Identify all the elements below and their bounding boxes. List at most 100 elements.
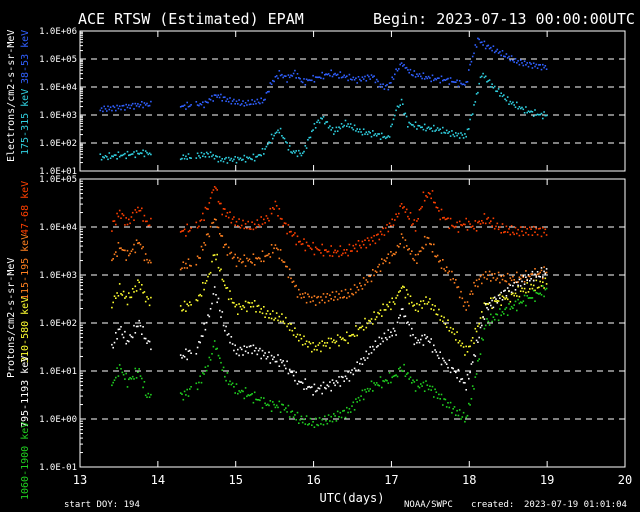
proton-data-point xyxy=(481,282,483,285)
proton-data-point xyxy=(294,379,296,382)
proton-data-point xyxy=(324,301,326,304)
proton-data-point xyxy=(488,302,491,304)
proton-data-point xyxy=(408,248,410,250)
proton-data-point xyxy=(370,380,373,383)
proton-data-point xyxy=(381,315,383,317)
proton-data-point xyxy=(113,295,116,297)
electron-data-point xyxy=(386,136,388,139)
electron-data-point xyxy=(100,107,103,109)
proton-data-point xyxy=(384,379,387,381)
proton-data-point xyxy=(311,248,313,251)
proton-data-point xyxy=(288,368,291,371)
proton-data-point xyxy=(517,285,519,288)
electron-data-point xyxy=(215,155,217,157)
legend-p5: 1060-1900 keV xyxy=(20,422,31,500)
proton-data-point xyxy=(275,360,278,363)
electron-data-point xyxy=(275,75,278,77)
proton-data-point xyxy=(209,197,212,199)
electron-data-point xyxy=(426,77,429,80)
electron-data-point xyxy=(199,156,201,159)
proton-data-point xyxy=(199,375,201,377)
electron-data-point xyxy=(361,76,364,78)
electron-data-point xyxy=(447,132,449,134)
electron-data-point xyxy=(455,81,457,83)
proton-data-point xyxy=(329,420,331,422)
electron-data-point xyxy=(309,79,312,82)
proton-data-point xyxy=(361,240,364,243)
proton-data-point xyxy=(461,297,464,300)
proton-data-point xyxy=(182,354,185,357)
electron-data-point xyxy=(386,84,388,86)
electron-data-point xyxy=(252,103,255,105)
electron-data-point xyxy=(482,44,484,46)
proton-data-point xyxy=(250,394,252,396)
proton-data-point xyxy=(141,207,143,210)
proton-data-point xyxy=(260,396,262,399)
proton-data-point xyxy=(384,227,387,229)
electron-data-point xyxy=(138,105,140,108)
proton-data-point xyxy=(322,344,325,347)
proton-data-point xyxy=(301,382,304,384)
electron-data-point xyxy=(527,65,530,68)
proton-data-point xyxy=(121,294,124,296)
electron-data-point xyxy=(475,93,478,95)
proton-data-point xyxy=(272,207,274,209)
proton-data-point xyxy=(491,307,493,309)
proton-data-point xyxy=(111,230,113,232)
electron-data-point xyxy=(466,81,469,83)
electron-data-point xyxy=(287,149,290,151)
proton-data-point xyxy=(283,322,286,325)
electron-y-tick-label: 1.0E+01 xyxy=(39,167,77,177)
legend-e-high: 175-315 keV xyxy=(20,89,31,155)
proton-data-point xyxy=(330,337,332,340)
proton-data-point xyxy=(122,290,125,293)
proton-data-point xyxy=(487,303,490,305)
electron-data-point xyxy=(486,81,488,83)
proton-data-point xyxy=(359,362,361,365)
proton-data-point xyxy=(142,292,144,294)
proton-data-point xyxy=(113,341,116,344)
proton-data-point xyxy=(117,328,120,331)
proton-data-point xyxy=(128,292,130,294)
proton-data-point xyxy=(290,230,292,233)
electron-data-point xyxy=(488,47,491,50)
electron-data-point xyxy=(456,79,458,82)
proton-data-point xyxy=(360,358,362,360)
electron-data-point xyxy=(338,126,340,128)
proton-data-point xyxy=(518,302,521,305)
proton-data-point xyxy=(381,258,383,260)
proton-data-point xyxy=(204,282,207,284)
proton-data-point xyxy=(499,308,501,310)
electron-data-point xyxy=(412,74,414,77)
proton-data-point xyxy=(388,262,391,264)
proton-data-point xyxy=(425,337,427,340)
proton-data-point xyxy=(146,342,148,344)
proton-data-point xyxy=(181,309,183,312)
electron-data-point xyxy=(326,73,329,76)
electron-data-point xyxy=(252,153,255,156)
electron-data-point xyxy=(370,135,373,138)
proton-data-point xyxy=(531,234,534,236)
proton-data-point xyxy=(495,298,497,300)
electron-data-point xyxy=(247,157,249,160)
proton-data-point xyxy=(221,311,224,313)
electron-data-point xyxy=(497,88,500,90)
proton-data-point xyxy=(135,290,138,292)
electron-data-point xyxy=(309,136,312,139)
proton-data-point xyxy=(464,354,466,356)
electron-data-point xyxy=(292,72,295,75)
proton-data-point xyxy=(308,385,310,388)
electron-data-point xyxy=(404,112,407,115)
proton-data-point xyxy=(492,217,495,220)
proton-data-point xyxy=(331,291,334,293)
proton-data-point xyxy=(447,366,449,369)
proton-data-point xyxy=(466,229,469,231)
proton-data-point xyxy=(300,381,303,383)
proton-data-point xyxy=(187,258,190,260)
electron-data-point xyxy=(392,118,395,121)
proton-data-point xyxy=(512,292,514,295)
proton-data-point xyxy=(433,243,435,246)
electron-data-point xyxy=(423,78,426,80)
proton-data-point xyxy=(464,301,466,304)
electron-data-point xyxy=(409,68,412,71)
